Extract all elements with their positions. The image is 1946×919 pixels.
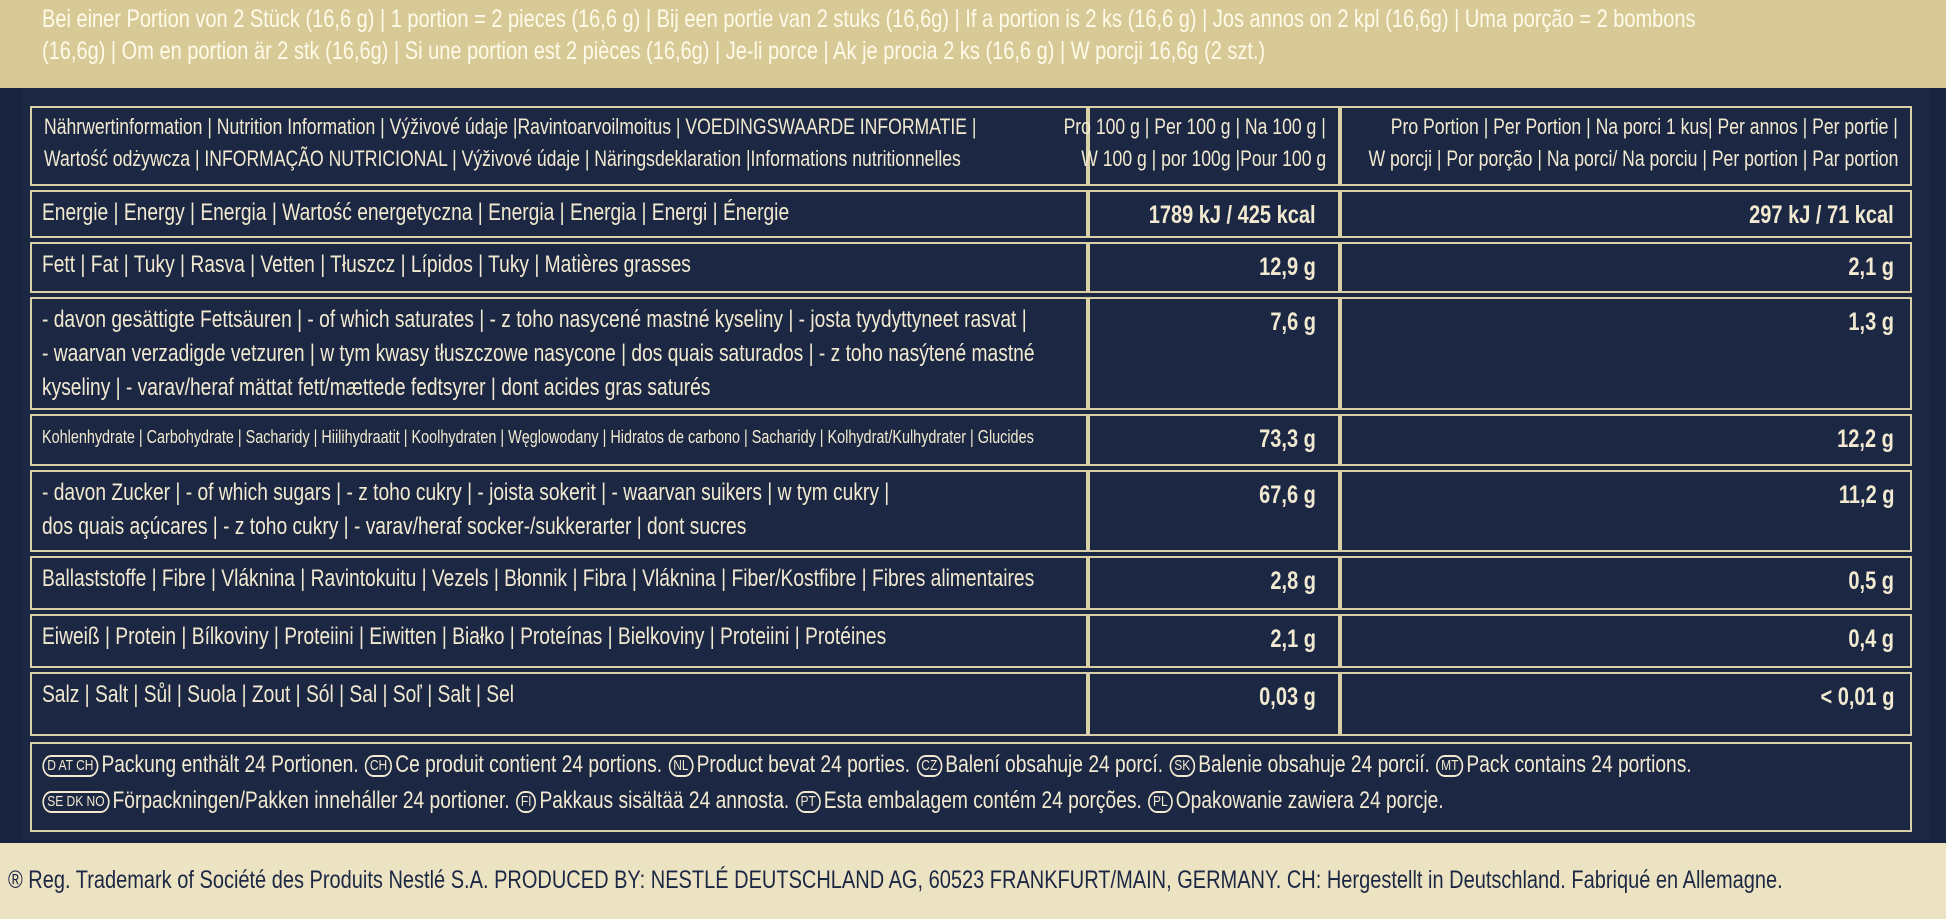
pack-info-text: Förpackningen/Pakken inneháller 24 porti… xyxy=(112,787,510,814)
row-cell xyxy=(1340,190,1912,238)
pack-info-text: Esta embalagem contém 24 porções. xyxy=(823,787,1142,814)
country-code: CH xyxy=(365,754,393,777)
nutrient-label: kyseliny | - varav/heraf mättat fett/mæt… xyxy=(42,374,711,401)
footer-strip xyxy=(0,843,1946,919)
country-code: NL xyxy=(668,754,694,777)
pack-info-text: Balenie obsahuje 24 porcií. xyxy=(1198,751,1430,778)
header-strip xyxy=(0,0,1946,88)
country-code: FI xyxy=(516,790,537,813)
row-cell xyxy=(1340,242,1912,293)
nutrient-label: Energie | Energy | Energia | Wartość ene… xyxy=(42,199,790,226)
row-cell xyxy=(30,297,1088,410)
row-cell xyxy=(30,672,1088,736)
value-per-portion: 0,5 g xyxy=(1848,567,1894,595)
column-header: Wartość odżywcza | INFORMAÇÃO NUTRICIONA… xyxy=(44,146,961,171)
pack-info-line: SE DK NO Förpackningen/Pakken inneháller … xyxy=(36,788,1444,814)
row-cell xyxy=(1088,242,1340,293)
nutrient-label: Eiweiß | Protein | Bílkoviny | Proteiini… xyxy=(42,623,887,650)
header-cell xyxy=(1088,106,1340,186)
row-cell xyxy=(1340,614,1912,668)
row-cell xyxy=(30,470,1088,552)
header-cell xyxy=(30,106,1088,186)
pack-info-text: Pack contains 24 portions. xyxy=(1466,751,1692,778)
row-cell xyxy=(1340,672,1912,736)
row-cell xyxy=(1340,414,1912,466)
row-cell xyxy=(1340,297,1912,410)
value-per-portion: < 0,01 g xyxy=(1820,683,1894,711)
header-cell xyxy=(1340,106,1912,186)
row-cell xyxy=(30,614,1088,668)
pack-info-line: D AT CH Packung enthält 24 Portionen. CH Ce… xyxy=(36,752,1692,778)
column-header: Nährwertinformation | Nutrition Informat… xyxy=(44,114,977,139)
row-cell xyxy=(30,190,1088,238)
value-per-100g: 73,3 g xyxy=(1259,425,1316,453)
nutrient-label: Ballaststoffe | Fibre | Vláknina | Ravin… xyxy=(42,565,1035,592)
value-per-100g: 1789 kJ / 425 kcal xyxy=(1149,201,1316,229)
pack-info-box xyxy=(30,742,1912,832)
country-code: D AT CH xyxy=(42,754,99,777)
value-per-100g: 7,6 g xyxy=(1270,308,1316,336)
row-cell xyxy=(1088,297,1340,410)
column-header: Pro 100 g | Per 100 g | Na 100 g | xyxy=(1063,114,1326,139)
pack-info-text: Packung enthält 24 Portionen. xyxy=(101,751,359,778)
row-cell xyxy=(1340,470,1912,552)
row-cell xyxy=(1088,556,1340,610)
value-per-portion: 0,4 g xyxy=(1848,625,1894,653)
column-header: W porcji | Por porção | Na porci/ Na por… xyxy=(1368,146,1898,171)
country-code: PL xyxy=(1148,790,1173,813)
country-code: SK xyxy=(1169,754,1196,777)
nutrient-label: Kohlenhydrate | Carbohydrate | Sacharidy… xyxy=(42,427,1034,447)
nutrient-label: Salz | Salt | Sůl | Suola | Zout | Sól |… xyxy=(42,681,515,708)
country-code: PT xyxy=(795,790,821,813)
row-cell xyxy=(1340,556,1912,610)
row-cell xyxy=(1088,470,1340,552)
nutrient-label: Fett | Fat | Tuky | Rasva | Vetten | Tłu… xyxy=(42,251,691,278)
nutrient-label: - davon Zucker | - of which sugars | - z… xyxy=(42,479,890,506)
portion-note: Bei einer Portion von 2 Stück (16,6 g) |… xyxy=(42,5,1696,33)
row-cell xyxy=(1088,672,1340,736)
value-per-portion: 2,1 g xyxy=(1848,253,1894,281)
row-cell xyxy=(30,242,1088,293)
row-cell xyxy=(30,556,1088,610)
pack-info-text: Product bevat 24 porties. xyxy=(696,751,911,778)
pack-info-text: Ce produit contient 24 portions. xyxy=(395,751,663,778)
value-per-100g: 2,1 g xyxy=(1270,625,1316,653)
column-header: Pro Portion | Per Portion | Na porci 1 k… xyxy=(1390,114,1898,139)
portion-note: (16,6g) | Om en portion är 2 stk (16,6g)… xyxy=(42,37,1266,65)
country-code: MT xyxy=(1436,754,1464,777)
trademark: ® Reg. Trademark of Société des Produits… xyxy=(8,866,1783,894)
nutrient-label: - davon gesättigte Fettsäuren | - of whi… xyxy=(42,306,1027,333)
value-per-100g: 12,9 g xyxy=(1259,253,1316,281)
row-cell xyxy=(1088,414,1340,466)
value-per-100g: 2,8 g xyxy=(1270,567,1316,595)
value-per-portion: 11,2 g xyxy=(1838,481,1894,509)
value-per-portion: 297 kJ / 71 kcal xyxy=(1749,201,1894,229)
country-code: CZ xyxy=(916,754,943,777)
pack-info-text: Opakowanie zawiera 24 porcje. xyxy=(1175,787,1444,814)
column-header: W 100 g | por 100g |Pour 100 g xyxy=(1081,146,1326,171)
country-code: SE DK NO xyxy=(42,790,110,813)
value-per-100g: 67,6 g xyxy=(1259,481,1316,509)
value-per-portion: 1,3 g xyxy=(1848,308,1894,336)
pack-info-text: Balení obsahuje 24 porcí. xyxy=(945,751,1164,778)
value-per-portion: 12,2 g xyxy=(1837,425,1894,453)
pack-info-text: Pakkaus sisältää 24 annosta. xyxy=(539,787,790,814)
row-cell xyxy=(1088,190,1340,238)
nutrient-label: dos quais açúcares | - z toho cukry | - … xyxy=(42,513,747,540)
nutrient-label: - waarvan verzadigde vetzuren | w tym kw… xyxy=(42,340,1035,367)
value-per-100g: 0,03 g xyxy=(1259,683,1316,711)
row-cell xyxy=(30,414,1088,466)
row-cell xyxy=(1088,614,1340,668)
